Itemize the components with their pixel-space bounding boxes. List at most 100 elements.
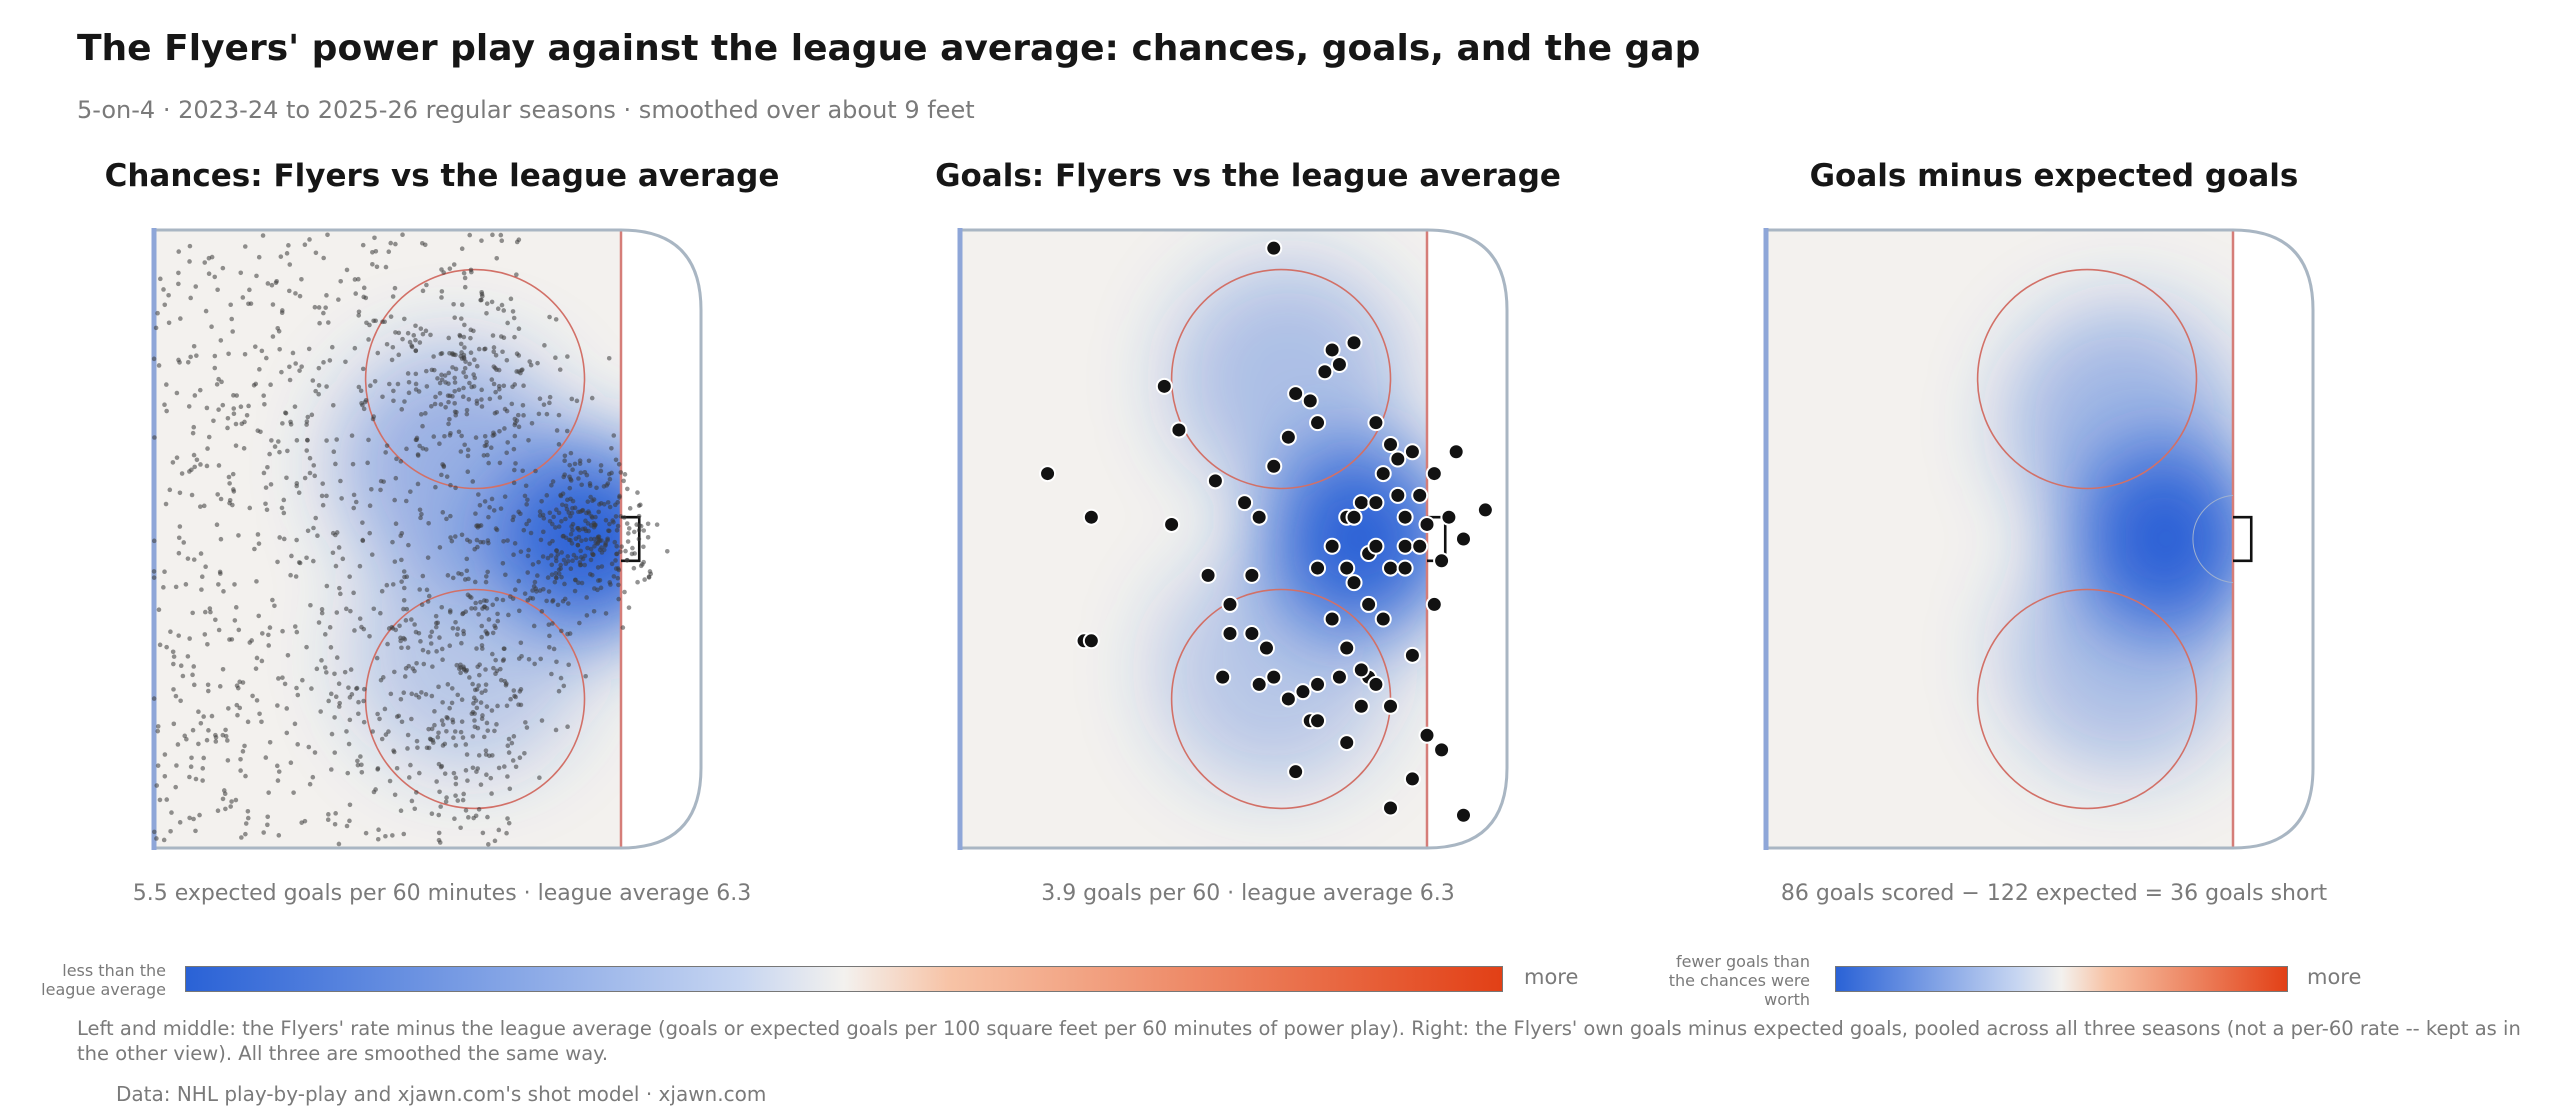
shot-dot <box>484 439 489 445</box>
shot-dot <box>476 492 481 497</box>
shot-dot <box>566 601 571 606</box>
shot-dot <box>265 464 270 470</box>
shot-dot <box>164 382 169 387</box>
shot-dot <box>580 507 586 513</box>
shot-dot <box>463 768 469 773</box>
shot-dot <box>556 412 562 418</box>
shot-dot <box>587 481 593 486</box>
shot-dot <box>304 644 309 650</box>
shot-dot <box>488 445 494 450</box>
shot-dot <box>388 314 394 319</box>
shot-dot <box>330 402 336 408</box>
shot-dot <box>254 273 259 279</box>
shot-dot <box>420 331 426 337</box>
shot-dot <box>586 458 592 464</box>
shot-dot <box>436 730 441 736</box>
shot-dot <box>425 555 431 560</box>
shot-dot <box>392 285 398 291</box>
shot-dot <box>290 350 296 356</box>
shot-dot <box>494 255 500 261</box>
shot-dot <box>553 355 558 361</box>
shot-dot <box>516 326 522 332</box>
shot-dot <box>377 716 382 722</box>
shot-dot <box>373 787 378 792</box>
shot-dot <box>188 295 193 301</box>
shot-dot <box>432 401 438 407</box>
shot-dot <box>386 626 392 631</box>
shot-dot <box>502 494 508 499</box>
shot-dot <box>205 682 211 688</box>
shot-dot <box>238 270 244 276</box>
shot-dot <box>605 500 611 505</box>
shot-dot <box>324 384 329 389</box>
shot-dot <box>216 407 221 412</box>
shot-dot <box>360 520 365 525</box>
goal-marker <box>1309 712 1327 730</box>
shot-dot <box>266 790 271 795</box>
shot-dot <box>524 502 529 507</box>
shot-dot <box>488 775 494 781</box>
goal-marker <box>1389 450 1407 468</box>
shot-dot <box>621 515 627 520</box>
shot-dot <box>215 492 220 497</box>
shot-dot <box>595 578 601 583</box>
shot-dot <box>532 661 537 667</box>
shot-dot <box>282 681 288 687</box>
goal-marker <box>1454 530 1472 548</box>
goal-marker <box>1309 675 1327 693</box>
shot-dot <box>445 393 451 398</box>
rink-chances <box>151 228 703 850</box>
shot-dot <box>361 294 367 300</box>
shot-dot <box>327 625 333 630</box>
shot-dot <box>229 799 234 804</box>
shot-dot <box>196 741 201 747</box>
shot-dot <box>467 361 472 367</box>
shot-dot <box>187 243 193 249</box>
shot-dot <box>429 367 435 373</box>
shot-dot <box>515 412 521 418</box>
shot-dot <box>479 643 485 648</box>
shot-dot <box>223 733 229 739</box>
shot-dot <box>325 232 330 238</box>
shot-dot <box>576 476 581 481</box>
shot-dot <box>333 461 338 467</box>
shot-dot <box>598 463 604 468</box>
shot-dot <box>216 376 221 382</box>
shot-dot <box>277 535 282 540</box>
shot-dot <box>493 671 498 677</box>
shot-dot <box>478 599 483 605</box>
goal-crease <box>2192 494 2234 584</box>
shot-dot <box>507 786 513 792</box>
shot-dot <box>360 366 366 372</box>
shot-dot <box>443 799 449 805</box>
shot-dot <box>526 437 531 443</box>
shot-dot <box>346 685 351 690</box>
shot-dot <box>462 365 468 371</box>
shot-dot <box>216 627 222 633</box>
shot-dot <box>213 617 218 623</box>
shot-dot <box>541 402 547 407</box>
shot-dot <box>596 509 601 515</box>
shot-dot <box>630 545 635 551</box>
shot-dot <box>407 339 413 345</box>
shot-dot <box>233 797 239 803</box>
shot-dot <box>176 281 181 287</box>
shot-dot <box>419 690 424 695</box>
goal-marker <box>1367 675 1385 693</box>
shot-dot <box>391 388 396 394</box>
shot-dot <box>490 602 496 608</box>
shot-dot <box>185 654 191 659</box>
shot-dot <box>588 557 594 563</box>
shot-dot <box>329 344 335 350</box>
shot-dot <box>347 717 353 723</box>
shot-dot <box>481 453 487 458</box>
shot-dot <box>576 509 581 515</box>
shot-dot <box>168 629 173 634</box>
shot-dot <box>280 421 285 426</box>
shot-dot <box>152 435 157 440</box>
shot-dot <box>438 804 443 809</box>
shot-dot <box>453 793 458 798</box>
shot-dot <box>589 395 595 401</box>
shot-dot <box>533 586 539 592</box>
shot-dot <box>524 521 529 527</box>
